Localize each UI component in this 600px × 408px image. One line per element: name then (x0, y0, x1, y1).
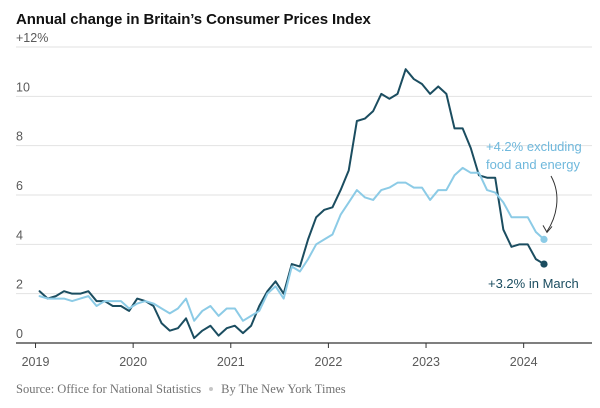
gridlines (16, 46, 592, 344)
series-label-cpi: +3.2% in March (488, 276, 579, 291)
annotation-arrowhead (542, 225, 553, 234)
y-tick-label: 8 (16, 130, 23, 144)
x-tick-label: 2019 (22, 355, 50, 369)
series-end-point (540, 235, 548, 243)
series-lines (38, 68, 545, 340)
annotations: +4.2% excluding food and energy +3.2% in M… (486, 139, 582, 291)
y-tick-label: +12% (16, 31, 48, 45)
x-tick-label: 2023 (412, 355, 440, 369)
x-tick-label: 2024 (510, 355, 538, 369)
y-tick-label: 6 (16, 179, 23, 193)
separator-dot (209, 387, 214, 392)
byline: By The New York Times (221, 382, 346, 396)
y-axis-ticks: +12% 10 8 6 4 2 0 (16, 31, 48, 341)
series-line (38, 68, 545, 340)
x-axis-ticks: 2019 2020 2021 2022 2023 2024 (22, 343, 538, 369)
series-line (38, 166, 545, 322)
source-note: Source: Office for National Statistics (16, 382, 202, 396)
chart-footer: Source: Office for National Statistics By… (16, 382, 346, 397)
y-tick-label: 10 (16, 80, 30, 94)
y-tick-label: 0 (16, 327, 23, 341)
x-tick-label: 2021 (217, 355, 245, 369)
y-tick-label: 4 (16, 228, 23, 242)
series-end-point (540, 260, 548, 268)
y-tick-label: 2 (16, 278, 23, 292)
chart-title: Annual change in Britain’s Consumer Pric… (16, 11, 371, 28)
x-tick-label: 2022 (315, 355, 343, 369)
series-label-core: +4.2% excluding food and energy (486, 139, 582, 172)
x-tick-label: 2020 (119, 355, 147, 369)
annotation-arrow (546, 175, 558, 232)
